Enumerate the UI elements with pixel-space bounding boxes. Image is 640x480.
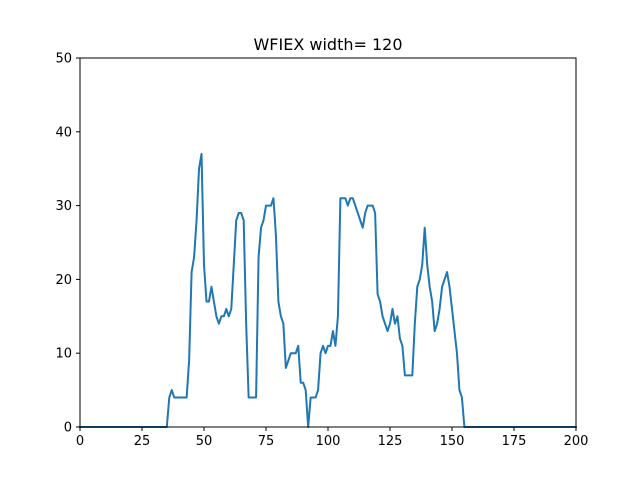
x-tick-label: 100 [316,434,341,449]
x-tick-label: 175 [502,434,527,449]
x-tick-label: 50 [196,434,213,449]
x-tick-label: 150 [440,434,465,449]
y-tick-label: 50 [55,52,72,67]
x-tick-label: 0 [76,434,84,449]
chart-title: WFIEX width= 120 [253,35,402,54]
y-tick-label: 10 [55,347,72,362]
x-tick-label: 200 [564,434,589,449]
axes-layer: 0 25 50 75 100 125 150 175 200 0 10 20 30 40 50 [55,52,588,450]
x-tick-label: 75 [258,434,275,449]
y-tick-label: 0 [64,421,72,436]
y-tick-label: 20 [55,273,72,288]
y-tick-label: 40 [55,125,72,140]
x-tick-label: 25 [134,434,151,449]
y-tick-label: 30 [55,199,72,214]
x-tick-label: 125 [378,434,403,449]
series-layer [79,152,577,428]
series-line-0 [79,152,577,428]
